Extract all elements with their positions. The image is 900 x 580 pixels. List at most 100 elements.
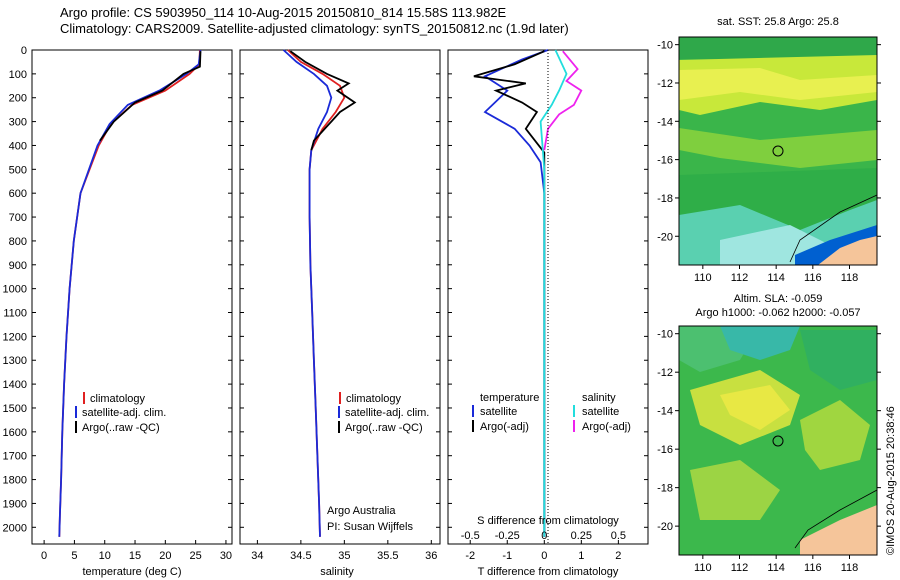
sal-note-1: Argo Australia <box>327 505 396 517</box>
imos-credit: ©IMOS 20-Aug-2015 20:38:46 <box>885 406 897 555</box>
diff-series-line <box>473 50 546 537</box>
sal-x-axis: 34 34.5 35 35.5 36 <box>251 540 437 562</box>
sst-yticklabel: -20 <box>657 231 673 243</box>
diff-ticklabel: -1 <box>502 550 512 562</box>
temp-xlabel: temperature (deg C) <box>82 566 181 578</box>
diff-series-line <box>539 49 568 537</box>
sst-yticklabel: -10 <box>657 40 673 52</box>
sal-legend-argo: Argo(..raw -QC) <box>345 422 423 434</box>
temp-x-axis: 0 5 10 15 20 25 30 <box>41 540 232 562</box>
depth-axis: 0 100 200 300 400 500 600 700 800 900 1000 1100 1200… <box>3 45 648 534</box>
temp-series-group <box>58 49 202 537</box>
sst-xticklabel: 110 <box>694 272 712 284</box>
sla-map-frame <box>678 325 878 556</box>
sst-yticklabel: -18 <box>657 193 673 205</box>
diff-legend-s-title: salinity <box>582 392 616 404</box>
sla-xticklabel: 118 <box>841 562 859 574</box>
depth-ticklabel: 300 <box>9 117 27 129</box>
sal-ticklabel: 34.5 <box>290 550 311 562</box>
diff-s-ticklabel: 0 <box>541 530 547 542</box>
depth-ticklabel: 2000 <box>3 522 27 534</box>
depth-ticklabel: 600 <box>9 188 27 200</box>
diff-legend-t-argo: Argo(-adj) <box>480 421 529 433</box>
diff-legend: temperature satellite Argo(-adj) salinit… <box>472 392 631 433</box>
temp-legend-sat: satellite-adj. clim. <box>82 407 166 419</box>
sla-yticklabel: -20 <box>657 521 673 533</box>
sla-xticklabel: 110 <box>694 562 712 574</box>
diff-s-ticklabel: 0.25 <box>571 530 592 542</box>
sla-xticklabel: 116 <box>804 562 822 574</box>
sal-legend-sat: satellite-adj. clim. <box>345 407 429 419</box>
temp-legend-clim: climatology <box>90 393 146 405</box>
depth-ticklabel: 1400 <box>3 379 27 391</box>
sla-yticklabel: -12 <box>657 367 673 379</box>
chart-title-line2: Climatology: CARS2009. Satellite-adjuste… <box>60 21 569 36</box>
sst-map-image <box>679 37 877 265</box>
depth-ticklabel: 1200 <box>3 331 27 343</box>
depth-ticklabel: 200 <box>9 93 27 105</box>
temp-ticklabel: 5 <box>71 550 77 562</box>
diff-xlabel: T difference from climatology <box>478 566 619 578</box>
sla-xticklabel: 114 <box>767 562 785 574</box>
sal-note-2: PI: Susan Wijffels <box>327 521 413 533</box>
depth-ticklabel: 1000 <box>3 284 27 296</box>
diff-legend-s-argo: Argo(-adj) <box>582 421 631 433</box>
diff-series-line <box>543 50 583 151</box>
sst-map-title: sat. SST: 25.8 Argo: 25.8 <box>717 16 839 28</box>
sla-map-image <box>679 326 877 555</box>
temp-ticklabel: 0 <box>41 550 47 562</box>
sal-panel-frame <box>239 49 441 545</box>
diff-ticklabel: 2 <box>615 550 621 562</box>
sst-float-marker <box>772 145 784 157</box>
sal-series-line <box>282 49 333 537</box>
temp-ticklabel: 10 <box>99 550 111 562</box>
diff-s-ticklabel: -0.5 <box>461 530 480 542</box>
temp-series-line <box>99 51 202 142</box>
temp-ticklabel: 15 <box>129 550 141 562</box>
depth-ticklabel: 1700 <box>3 451 27 463</box>
diff-top-label: S difference from climatology <box>477 515 619 527</box>
sst-yticklabel: -16 <box>657 155 673 167</box>
sst-xticklabel: 116 <box>804 272 822 284</box>
diff-s-ticklabel: 0.5 <box>611 530 626 542</box>
sal-legend-clim: climatology <box>346 393 402 405</box>
temp-ticklabel: 30 <box>220 550 232 562</box>
sst-xticklabel: 118 <box>841 272 859 284</box>
sla-yticklabel: -16 <box>657 444 673 456</box>
sal-legend: climatology satellite-adj. clim. Argo(..… <box>327 392 429 533</box>
sal-xlabel: salinity <box>320 566 354 578</box>
depth-ticklabel: 0 <box>21 45 27 57</box>
sst-xticklabel: 114 <box>767 272 785 284</box>
temp-ticklabel: 20 <box>159 550 171 562</box>
depth-ticklabel: 100 <box>9 69 27 81</box>
sst-xticklabel: 112 <box>731 272 749 284</box>
temp-legend: climatology satellite-adj. clim. Argo(..… <box>75 392 166 434</box>
diff-legend-t-sat: satellite <box>480 406 517 418</box>
diff-s-ticklabel: -0.25 <box>495 530 520 542</box>
sal-series-line <box>289 50 357 151</box>
sla-xticklabel: 112 <box>731 562 749 574</box>
sal-ticklabel: 35 <box>338 550 350 562</box>
sal-ticklabel: 34 <box>251 550 263 562</box>
diff-legend-t-title: temperature <box>480 392 539 404</box>
sst-yticklabel: -14 <box>657 116 673 128</box>
depth-ticklabel: 1900 <box>3 498 27 510</box>
sla-float-marker <box>772 435 784 447</box>
depth-ticklabel: 700 <box>9 212 27 224</box>
depth-ticklabel: 1300 <box>3 355 27 367</box>
temp-ticklabel: 25 <box>190 550 202 562</box>
temp-legend-argo: Argo(..raw -QC) <box>82 422 160 434</box>
diff-ticklabel: 1 <box>578 550 584 562</box>
diff-s-ticklabels: -0.5 -0.25 0 0.25 0.5 <box>461 530 626 542</box>
depth-ticklabel: 1600 <box>3 427 27 439</box>
depth-ticklabel: 1800 <box>3 475 27 487</box>
sla-yticklabel: -14 <box>657 406 673 418</box>
sla-yticklabel: -10 <box>657 329 673 341</box>
sal-ticklabel: 35.5 <box>377 550 398 562</box>
diff-ticklabel: 0 <box>541 550 547 562</box>
depth-ticklabel: 500 <box>9 164 27 176</box>
sal-series-group <box>282 49 357 537</box>
chart-title-line1: Argo profile: CS 5903950_114 10-Aug-2015… <box>60 5 507 20</box>
diff-legend-s-sat: satellite <box>582 406 619 418</box>
